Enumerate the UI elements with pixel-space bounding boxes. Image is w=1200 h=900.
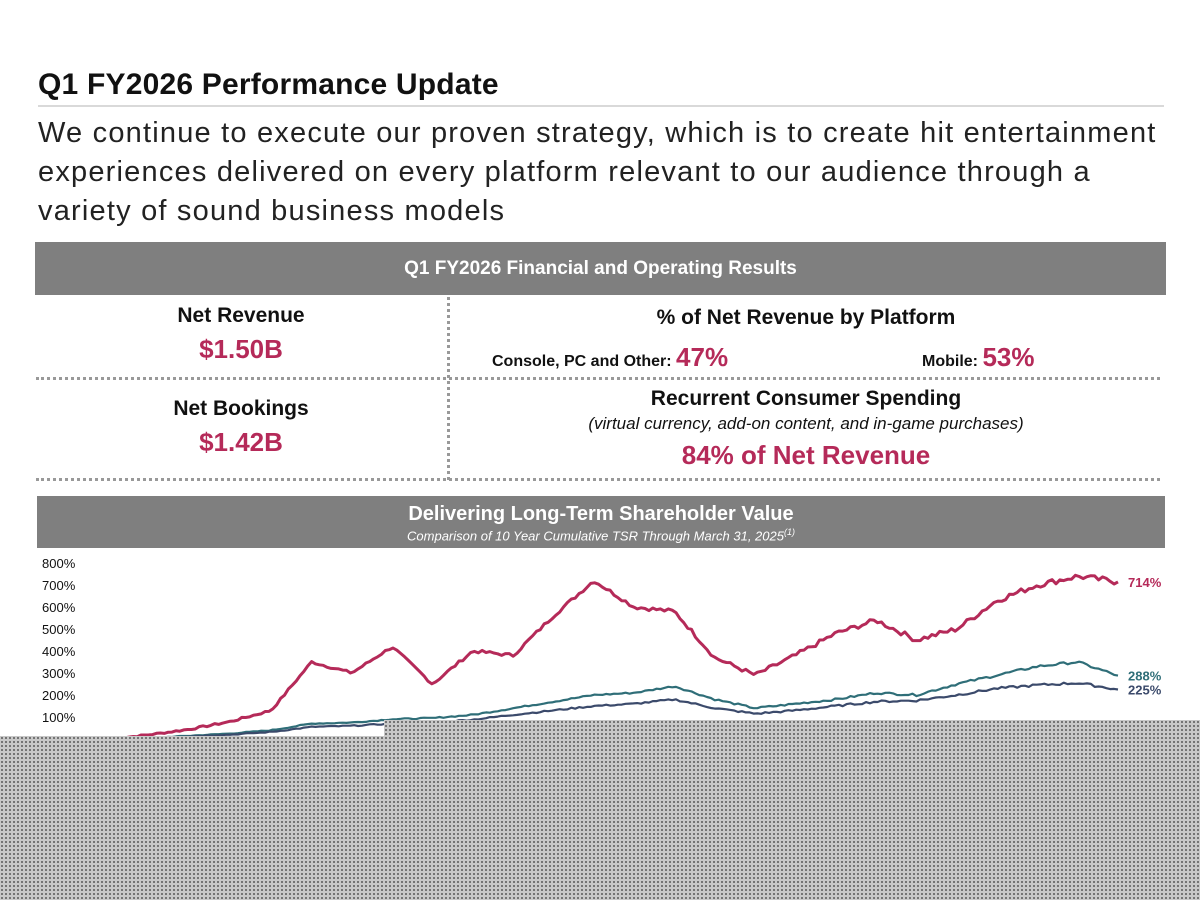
y-tick-label: 200% — [42, 688, 76, 703]
series-line-3 — [109, 681, 1119, 741]
title-divider — [38, 105, 1164, 107]
y-tick-label: 400% — [42, 644, 76, 659]
strategy-statement: We continue to execute our proven strate… — [38, 117, 1157, 227]
net-bookings-label: Net Bookings — [173, 397, 309, 420]
y-tick-label: 800% — [42, 556, 76, 571]
mobile-label: Mobile: — [922, 353, 978, 370]
column-divider — [447, 297, 450, 480]
y-tick-label: 600% — [42, 600, 76, 615]
tsr-line-chart: 800% 700% 600% 500% 400% 300% 200% 100% 714% 288%… — [42, 556, 1162, 741]
tsr-title: Delivering Long-Term Shareholder Value — [408, 503, 794, 525]
recurrent-spending-cell: Recurrent Consumer Spending (virtual cur… — [450, 387, 1162, 471]
y-tick-label: 500% — [42, 622, 76, 637]
series-line-2 — [109, 660, 1119, 741]
series-end-label-1: 714% — [1128, 575, 1162, 590]
tsr-banner: Delivering Long-Term Shareholder Value C… — [37, 496, 1165, 548]
y-tick-label: 100% — [42, 710, 76, 725]
tsr-subtitle-line: Comparison of 10 Year Cumulative TSR Thr… — [37, 527, 1165, 543]
recurrent-note: (virtual currency, add-on content, and i… — [588, 414, 1024, 433]
mobile-value: 53% — [982, 342, 1035, 372]
redaction-overlay-bottom — [0, 736, 1200, 900]
recurrent-title: Recurrent Consumer Spending — [650, 387, 962, 410]
series-end-label-3: 225% — [1128, 683, 1162, 698]
net-revenue-label: Net Revenue — [177, 304, 305, 327]
series-end-label-2: 288% — [1128, 669, 1162, 684]
y-tick-label: 300% — [42, 666, 76, 681]
mobile-share: Mobile: 53% — [922, 342, 1035, 373]
console-label: Console, PC and Other: — [492, 353, 672, 370]
y-tick-label: 700% — [42, 578, 76, 593]
console-value: 47% — [676, 342, 729, 372]
tsr-footnote-marker: (1) — [783, 527, 795, 537]
page-title: Q1 FY2026 Performance Update — [38, 68, 499, 101]
net-revenue-value: $1.50B — [199, 334, 283, 364]
results-banner: Q1 FY2026 Financial and Operating Result… — [35, 242, 1166, 295]
platform-title: % of Net Revenue by Platform — [656, 306, 956, 329]
net-bookings-value: $1.42B — [199, 427, 283, 457]
net-revenue-cell: Net Revenue $1.50B — [35, 304, 447, 365]
recurrent-value: 84% of Net Revenue — [681, 440, 931, 470]
net-bookings-cell: Net Bookings $1.42B — [35, 397, 447, 458]
tsr-subtitle: Comparison of 10 Year Cumulative TSR Thr… — [407, 528, 784, 544]
series-line-1 — [109, 573, 1119, 741]
row-divider-1 — [36, 377, 1160, 380]
console-share: Console, PC and Other: 47% — [492, 342, 728, 373]
row-divider-2 — [36, 478, 1160, 481]
